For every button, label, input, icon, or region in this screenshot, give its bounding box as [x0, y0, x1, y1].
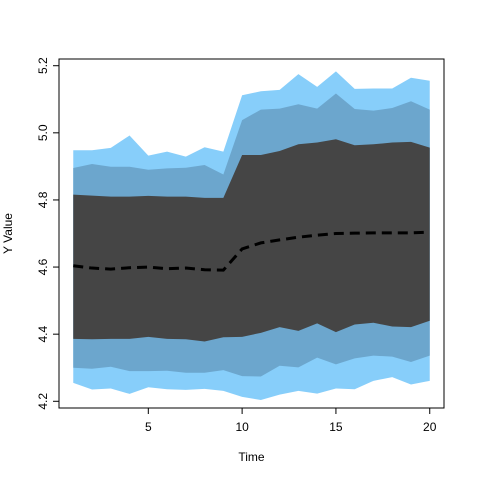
y-tick-label: 4.6 [36, 258, 50, 275]
x-axis: 5 10 15 20 [145, 408, 437, 434]
x-tick-label: 20 [423, 420, 437, 434]
lines-layer [73, 230, 430, 272]
plot-box [58, 58, 445, 409]
band-3 [73, 139, 430, 342]
y-tick-label: 5.2 [36, 57, 50, 74]
x-axis-label: Time [238, 450, 265, 464]
y-tick-label: 4.2 [36, 393, 50, 410]
y-tick-label: 4.4 [36, 326, 50, 343]
x-tick-label: 5 [145, 420, 152, 434]
x-tick-label: 15 [329, 420, 343, 434]
x-tick-label: 10 [235, 420, 249, 434]
y-tick-label: 5.0 [36, 124, 50, 141]
y-tick-label: 4.8 [36, 191, 50, 208]
median-line [73, 230, 430, 272]
y-axis: 4.2 4.4 4.6 4.8 5.0 5.2 [36, 57, 59, 410]
y-axis-label: Y Value [1, 213, 15, 254]
bands-layer [73, 71, 430, 400]
